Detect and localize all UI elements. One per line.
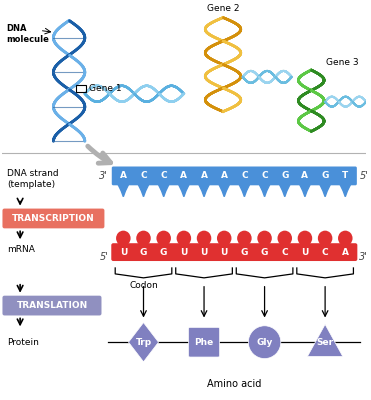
Polygon shape bbox=[308, 324, 343, 356]
Polygon shape bbox=[137, 183, 150, 197]
Ellipse shape bbox=[318, 231, 332, 246]
FancyBboxPatch shape bbox=[112, 166, 357, 185]
Text: A: A bbox=[342, 248, 349, 257]
Text: G: G bbox=[140, 248, 147, 257]
Polygon shape bbox=[319, 183, 331, 197]
Text: C: C bbox=[241, 172, 248, 180]
Text: 5': 5' bbox=[99, 252, 108, 262]
Text: Gene 3: Gene 3 bbox=[326, 58, 359, 67]
Text: A: A bbox=[201, 172, 207, 180]
Ellipse shape bbox=[116, 231, 131, 246]
Text: G: G bbox=[160, 248, 167, 257]
Ellipse shape bbox=[278, 231, 292, 246]
Text: G: G bbox=[241, 248, 248, 257]
Text: A: A bbox=[301, 172, 308, 180]
Text: T: T bbox=[342, 172, 348, 180]
Ellipse shape bbox=[177, 231, 191, 246]
Text: TRANSCRIPTION: TRANSCRIPTION bbox=[12, 214, 95, 223]
Text: U: U bbox=[200, 248, 208, 257]
Text: G: G bbox=[261, 248, 268, 257]
Polygon shape bbox=[128, 322, 158, 362]
Polygon shape bbox=[259, 183, 270, 197]
Text: Gene 1: Gene 1 bbox=[89, 84, 121, 93]
Text: G: G bbox=[321, 172, 329, 180]
Text: Phe: Phe bbox=[194, 338, 214, 347]
Polygon shape bbox=[158, 183, 170, 197]
Ellipse shape bbox=[157, 231, 171, 246]
Text: C: C bbox=[282, 248, 288, 257]
Text: U: U bbox=[119, 248, 127, 257]
Text: TRANSLATION: TRANSLATION bbox=[17, 301, 88, 310]
Text: mRNA: mRNA bbox=[7, 245, 35, 254]
Ellipse shape bbox=[136, 231, 151, 246]
Polygon shape bbox=[178, 183, 190, 197]
Ellipse shape bbox=[298, 231, 312, 246]
Text: U: U bbox=[220, 248, 228, 257]
Polygon shape bbox=[279, 183, 291, 197]
Ellipse shape bbox=[338, 231, 352, 246]
Ellipse shape bbox=[197, 231, 211, 246]
Text: DNA
molecule: DNA molecule bbox=[6, 24, 49, 44]
Text: C: C bbox=[322, 248, 328, 257]
FancyBboxPatch shape bbox=[111, 243, 357, 261]
Ellipse shape bbox=[237, 231, 252, 246]
Polygon shape bbox=[198, 183, 210, 197]
Text: U: U bbox=[180, 248, 188, 257]
Text: Amino acid: Amino acid bbox=[207, 379, 262, 389]
Text: DNA strand
(template): DNA strand (template) bbox=[7, 169, 59, 189]
Polygon shape bbox=[117, 183, 129, 197]
Text: G: G bbox=[281, 172, 288, 180]
Polygon shape bbox=[339, 183, 351, 197]
Circle shape bbox=[248, 326, 281, 358]
FancyBboxPatch shape bbox=[188, 327, 220, 357]
Text: C: C bbox=[160, 172, 167, 180]
Text: Trp: Trp bbox=[135, 338, 152, 347]
Polygon shape bbox=[299, 183, 311, 197]
Text: A: A bbox=[221, 172, 228, 180]
Text: Protein: Protein bbox=[7, 338, 39, 347]
FancyBboxPatch shape bbox=[3, 296, 102, 316]
Polygon shape bbox=[218, 183, 230, 197]
Text: 3': 3' bbox=[99, 171, 108, 181]
FancyBboxPatch shape bbox=[3, 208, 104, 228]
Text: C: C bbox=[261, 172, 268, 180]
Text: Gene 2: Gene 2 bbox=[207, 4, 239, 12]
Text: Gly: Gly bbox=[256, 338, 273, 347]
Text: C: C bbox=[140, 172, 147, 180]
Text: Codon: Codon bbox=[129, 281, 158, 290]
Text: 5': 5' bbox=[359, 171, 368, 181]
Text: U: U bbox=[301, 248, 309, 257]
Text: A: A bbox=[180, 172, 187, 180]
Text: A: A bbox=[120, 172, 127, 180]
Ellipse shape bbox=[217, 231, 232, 246]
Polygon shape bbox=[238, 183, 250, 197]
Ellipse shape bbox=[257, 231, 272, 246]
Text: 3': 3' bbox=[359, 252, 368, 262]
Text: Ser: Ser bbox=[316, 338, 334, 347]
